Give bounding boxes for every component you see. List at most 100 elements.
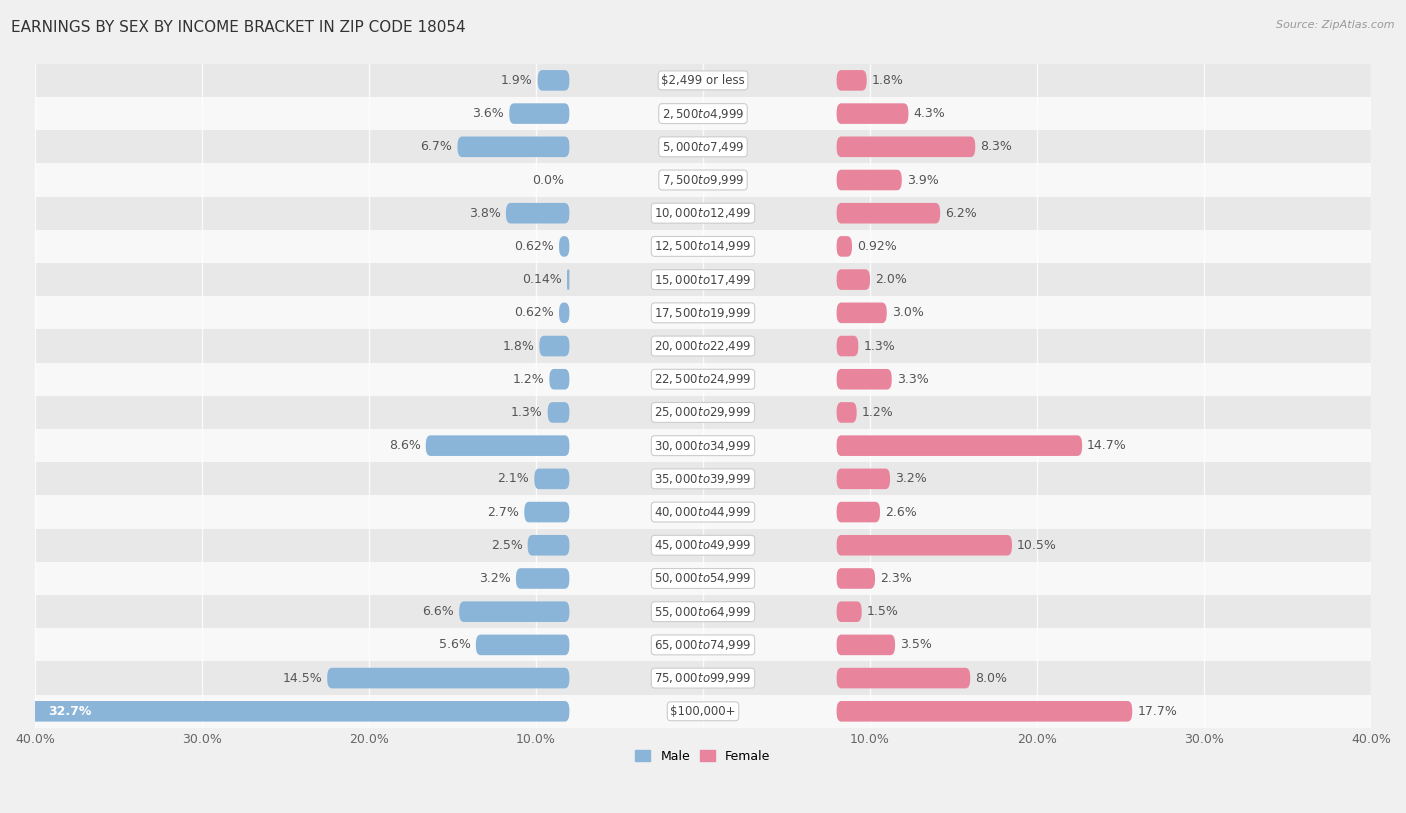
Text: Source: ZipAtlas.com: Source: ZipAtlas.com [1277,20,1395,30]
FancyBboxPatch shape [837,369,891,389]
FancyBboxPatch shape [837,336,858,356]
Text: 1.2%: 1.2% [862,406,893,419]
Bar [35,230,1371,263]
Text: $40,000 to $44,999: $40,000 to $44,999 [654,505,752,519]
Text: 2.1%: 2.1% [498,472,529,485]
Text: 1.3%: 1.3% [863,340,896,353]
FancyBboxPatch shape [550,369,569,389]
FancyBboxPatch shape [837,435,1083,456]
FancyBboxPatch shape [460,602,569,622]
Text: 2.7%: 2.7% [488,506,519,519]
Bar [35,197,1371,230]
Bar [35,662,1371,694]
Text: 0.62%: 0.62% [515,240,554,253]
FancyBboxPatch shape [837,103,908,124]
FancyBboxPatch shape [837,402,856,423]
FancyBboxPatch shape [837,137,976,157]
Text: $7,500 to $9,999: $7,500 to $9,999 [662,173,744,187]
Text: 14.7%: 14.7% [1087,439,1126,452]
Bar [35,463,1371,495]
Bar [35,396,1371,429]
Text: $17,500 to $19,999: $17,500 to $19,999 [654,306,752,320]
Text: 3.0%: 3.0% [891,307,924,320]
Text: $12,500 to $14,999: $12,500 to $14,999 [654,239,752,254]
Text: 1.3%: 1.3% [510,406,543,419]
Text: $22,500 to $24,999: $22,500 to $24,999 [654,372,752,386]
Text: 1.5%: 1.5% [866,605,898,618]
Text: $75,000 to $99,999: $75,000 to $99,999 [654,671,752,685]
FancyBboxPatch shape [560,302,569,323]
Text: $50,000 to $54,999: $50,000 to $54,999 [654,572,752,585]
Text: 6.7%: 6.7% [420,141,453,154]
FancyBboxPatch shape [837,568,875,589]
Text: $5,000 to $7,499: $5,000 to $7,499 [662,140,744,154]
FancyBboxPatch shape [24,701,569,722]
FancyBboxPatch shape [527,535,569,555]
FancyBboxPatch shape [837,701,1132,722]
Text: 5.6%: 5.6% [439,638,471,651]
Bar [35,296,1371,329]
FancyBboxPatch shape [837,269,870,290]
FancyBboxPatch shape [837,70,866,91]
FancyBboxPatch shape [516,568,569,589]
Bar [35,363,1371,396]
Bar [35,163,1371,197]
Text: 1.2%: 1.2% [513,372,544,385]
FancyBboxPatch shape [837,170,901,190]
Bar [35,130,1371,163]
Text: $65,000 to $74,999: $65,000 to $74,999 [654,638,752,652]
Bar [35,263,1371,296]
Bar [35,562,1371,595]
Text: 2.3%: 2.3% [880,572,911,585]
FancyBboxPatch shape [548,402,569,423]
Text: $15,000 to $17,499: $15,000 to $17,499 [654,272,752,287]
Text: 3.2%: 3.2% [479,572,510,585]
Text: $25,000 to $29,999: $25,000 to $29,999 [654,406,752,420]
Bar [35,528,1371,562]
Text: $10,000 to $12,499: $10,000 to $12,499 [654,207,752,220]
Text: 8.6%: 8.6% [389,439,420,452]
FancyBboxPatch shape [506,203,569,224]
Text: 4.3%: 4.3% [914,107,945,120]
FancyBboxPatch shape [837,635,896,655]
Text: 3.2%: 3.2% [896,472,927,485]
Text: 10.5%: 10.5% [1017,539,1057,552]
FancyBboxPatch shape [837,203,941,224]
FancyBboxPatch shape [524,502,569,523]
FancyBboxPatch shape [837,236,852,257]
Bar [35,628,1371,662]
Text: 3.3%: 3.3% [897,372,928,385]
FancyBboxPatch shape [457,137,569,157]
Text: 8.3%: 8.3% [980,141,1012,154]
Text: 3.9%: 3.9% [907,173,939,186]
Bar [35,694,1371,728]
Text: 32.7%: 32.7% [48,705,91,718]
Text: $35,000 to $39,999: $35,000 to $39,999 [654,472,752,486]
FancyBboxPatch shape [837,667,970,689]
FancyBboxPatch shape [837,302,887,323]
Text: 6.2%: 6.2% [945,207,977,220]
FancyBboxPatch shape [426,435,569,456]
Text: $100,000+: $100,000+ [671,705,735,718]
Text: $30,000 to $34,999: $30,000 to $34,999 [654,439,752,453]
FancyBboxPatch shape [837,468,890,489]
FancyBboxPatch shape [509,103,569,124]
Text: 8.0%: 8.0% [976,672,1007,685]
Text: 1.9%: 1.9% [501,74,533,87]
Bar [35,595,1371,628]
Text: 17.7%: 17.7% [1137,705,1177,718]
Text: 1.8%: 1.8% [872,74,904,87]
Text: $20,000 to $22,499: $20,000 to $22,499 [654,339,752,353]
FancyBboxPatch shape [534,468,569,489]
Text: 3.6%: 3.6% [472,107,505,120]
Text: 0.92%: 0.92% [858,240,897,253]
Text: $2,500 to $4,999: $2,500 to $4,999 [662,107,744,120]
Text: 1.8%: 1.8% [502,340,534,353]
Text: 14.5%: 14.5% [283,672,322,685]
Text: 3.8%: 3.8% [470,207,501,220]
Text: $45,000 to $49,999: $45,000 to $49,999 [654,538,752,552]
Bar [35,63,1371,97]
Text: $55,000 to $64,999: $55,000 to $64,999 [654,605,752,619]
FancyBboxPatch shape [560,236,569,257]
Legend: Male, Female: Male, Female [630,746,776,768]
